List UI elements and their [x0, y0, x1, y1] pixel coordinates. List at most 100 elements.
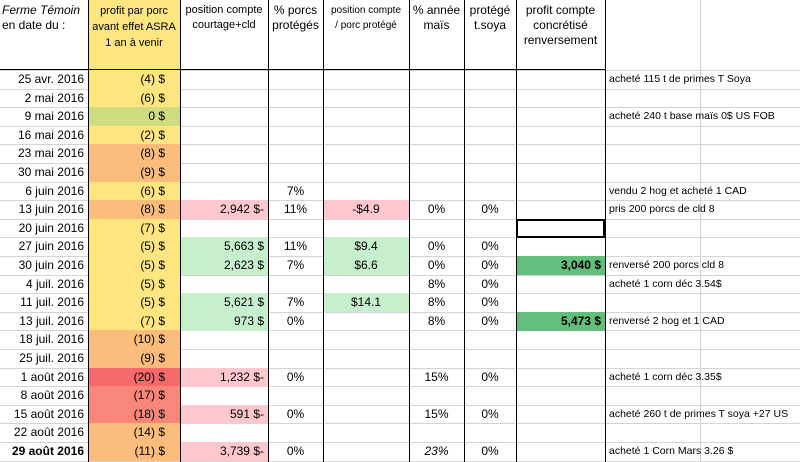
cell-mais[interactable]: 15% [424, 369, 449, 384]
cell-profit[interactable]: (5) $ [88, 237, 180, 257]
cell-pos_porc[interactable] [323, 423, 409, 442]
cell-pos_porc[interactable] [323, 182, 409, 201]
cell-soya[interactable] [464, 163, 516, 182]
cell-date[interactable]: 20 juin 2016 [18, 220, 84, 235]
cell-mais[interactable]: 8% [427, 295, 446, 310]
cell-position[interactable]: 3,739 $- [180, 442, 268, 461]
cell-profit[interactable]: (7) $ [88, 218, 180, 238]
cell-concret[interactable] [516, 89, 605, 108]
cell-pct[interactable] [268, 89, 323, 108]
cell-profit[interactable]: (5) $ [88, 274, 180, 294]
cell-concret[interactable] [516, 182, 605, 201]
cell-pos_porc[interactable]: $14.1 [323, 293, 409, 313]
header-soya[interactable]: protégé t.soya [464, 3, 516, 69]
cell-date[interactable]: 18 juil. 2016 [19, 332, 84, 347]
cell-position[interactable] [180, 330, 268, 349]
cell-mais[interactable] [409, 89, 464, 108]
cell-profit[interactable]: (8) $ [88, 200, 180, 220]
cell-note[interactable]: renversé 200 porcs cld 8 [609, 259, 724, 271]
cell-note[interactable]: acheté 115 t de primes T Soya [609, 73, 751, 85]
cell-date[interactable]: 25 avr. 2016 [17, 72, 84, 86]
cell-soya[interactable] [464, 386, 516, 405]
cell-position[interactable] [180, 182, 268, 201]
cell-soya[interactable]: 0% [481, 406, 499, 421]
cell-concret[interactable]: 3,040 $ [516, 256, 605, 275]
cell-pct[interactable] [268, 386, 323, 405]
cell-concret[interactable] [516, 423, 605, 442]
cell-pos_porc[interactable]: $9.4 [323, 237, 409, 257]
cell-date[interactable]: 13 juil. 2016 [19, 313, 84, 328]
cell-soya[interactable] [464, 423, 516, 442]
cell-mais[interactable] [409, 349, 464, 368]
cell-profit[interactable]: (8) $ [88, 144, 180, 164]
cell-date[interactable]: 22 août 2016 [13, 425, 84, 440]
cell-pos_porc[interactable]: -$4.9 [323, 200, 409, 220]
cell-pos_porc[interactable] [323, 219, 409, 238]
cell-date[interactable]: 16 mai 2016 [17, 127, 84, 142]
cell-date[interactable]: 29 août 2016 [11, 444, 84, 458]
cell-pct[interactable] [268, 349, 323, 368]
cell-pct[interactable] [268, 423, 323, 442]
cell-pos_porc[interactable]: $6.6 [323, 256, 409, 275]
cell-profit[interactable]: (6) $ [88, 181, 180, 201]
cell-concret[interactable] [516, 442, 605, 461]
cell-pos_porc[interactable] [323, 405, 409, 424]
cell-position[interactable] [180, 219, 268, 238]
cell-pct[interactable] [268, 163, 323, 182]
cell-date[interactable]: 2 mai 2016 [24, 90, 84, 105]
cell-soya[interactable]: 0% [481, 239, 499, 254]
cell-soya[interactable]: 0% [481, 276, 499, 291]
cell-note[interactable]: acheté 1 corn déc 3.35$ [609, 370, 722, 383]
cell-date[interactable]: 27 juin 2016 [18, 239, 84, 254]
cell-date[interactable]: 4 juil. 2016 [25, 276, 84, 291]
cell-note[interactable] [605, 237, 800, 256]
cell-concret[interactable] [516, 200, 605, 219]
cell-pos_porc[interactable] [323, 442, 409, 461]
cell-concret[interactable] [516, 107, 605, 126]
cell-profit[interactable]: (7) $ [88, 311, 180, 331]
cell-pct[interactable] [268, 275, 323, 294]
cell-position[interactable] [180, 126, 268, 145]
cell-mais[interactable] [409, 330, 464, 349]
cell-soya[interactable] [464, 219, 516, 238]
cell-mais[interactable] [409, 182, 464, 201]
cell-mais[interactable]: 8% [427, 313, 446, 328]
cell-mais[interactable] [409, 423, 464, 442]
cell-mais[interactable] [409, 70, 464, 89]
cell-soya[interactable] [464, 349, 516, 368]
cell-soya[interactable] [464, 107, 516, 126]
cell-note[interactable] [605, 423, 800, 442]
cell-position[interactable] [180, 144, 268, 163]
cell-profit[interactable]: (9) $ [88, 349, 180, 368]
cell-pct[interactable] [268, 144, 323, 163]
cell-profit[interactable]: (5) $ [88, 256, 180, 275]
cell-mais[interactable]: 0% [427, 258, 446, 272]
cell-date[interactable]: 6 juin 2016 [25, 183, 84, 198]
cell-position[interactable]: 5,621 $ [180, 293, 268, 313]
cell-note[interactable] [605, 330, 800, 349]
cell-pct[interactable]: 7% [286, 258, 305, 272]
cell-pct[interactable]: 0% [286, 369, 305, 384]
cell-soya[interactable]: 0% [481, 313, 499, 328]
cell-note[interactable]: acheté 1 corn déc 3.54$ [609, 277, 722, 290]
cell-note[interactable] [605, 349, 800, 368]
cell-concret[interactable] [516, 405, 605, 424]
header-pct[interactable]: % porcs protégés [268, 3, 323, 69]
cell-note[interactable]: vendu 2 hog et acheté 1 CAD [609, 184, 747, 197]
cell-date[interactable]: 30 juin 2016 [18, 258, 84, 272]
cell-profit[interactable]: (10) $ [88, 330, 180, 350]
cell-profit[interactable]: (11) $ [88, 442, 180, 461]
cell-position[interactable]: 2,942 $- [180, 200, 268, 220]
cell-pct[interactable] [268, 107, 323, 126]
cell-pos_porc[interactable] [323, 349, 409, 368]
header-pos_porc[interactable]: position compte / porc protégé [323, 3, 409, 69]
cell-soya[interactable]: 0% [481, 295, 499, 310]
cell-soya[interactable] [464, 89, 516, 108]
cell-note[interactable] [605, 219, 800, 238]
cell-position[interactable] [180, 107, 268, 126]
cell-pos_porc[interactable] [323, 312, 409, 331]
cell-mais[interactable] [409, 163, 464, 182]
cell-soya[interactable]: 0% [481, 369, 499, 384]
cell-mais[interactable] [409, 126, 464, 145]
cell-profit[interactable]: (4) $ [88, 70, 180, 89]
